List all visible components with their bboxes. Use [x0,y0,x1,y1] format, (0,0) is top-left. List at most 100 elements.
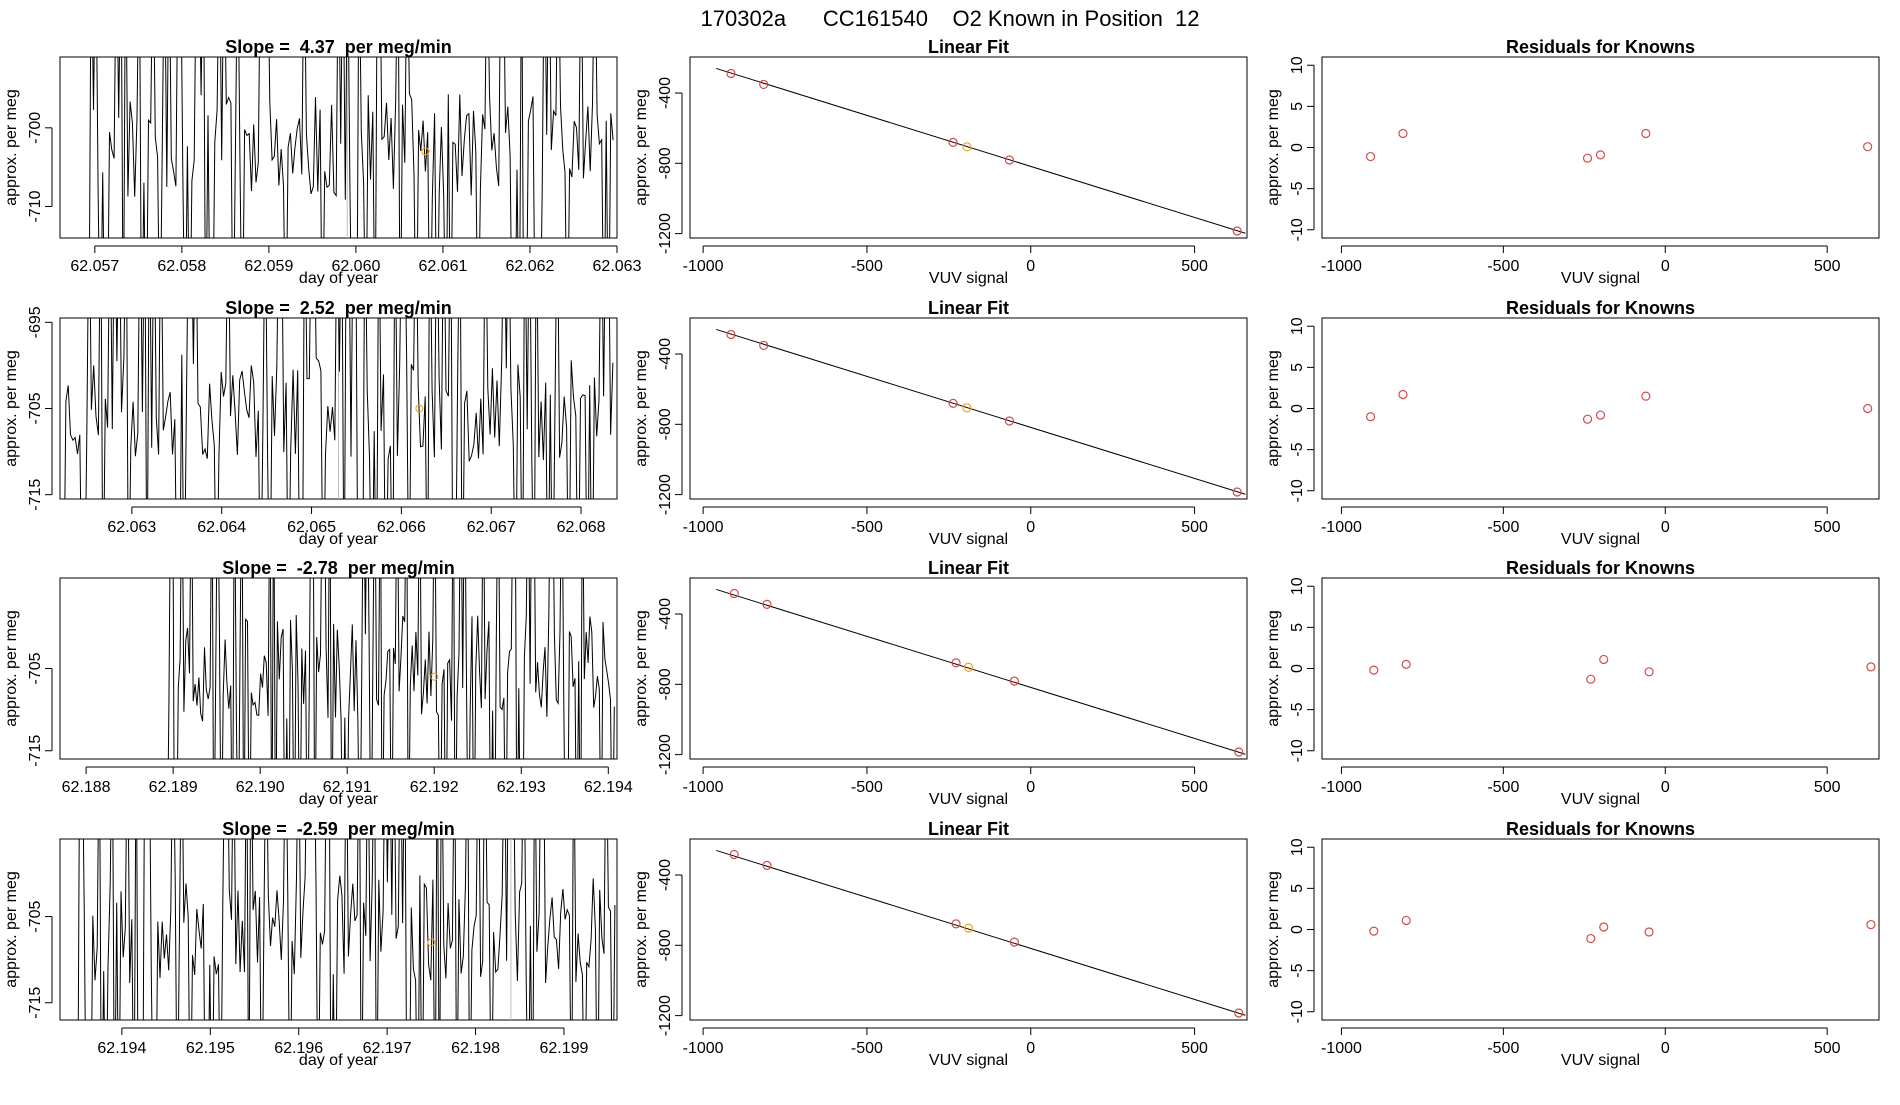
data-point [759,79,769,90]
data-point [729,588,739,599]
x-axis-label: VUV signal [1561,531,1640,548]
chart-panel: Residuals for Knowns -1000 -500 0 500 VUV sig… [1265,819,1880,1069]
x-axis-label: day of year [299,791,379,808]
x-tick-label: 500 [1181,519,1208,536]
y-tick-label: -400 [657,859,674,891]
data-point [1866,662,1876,672]
x-axis-label: VUV signal [929,531,1008,548]
x-tick-label: 62.198 [451,1040,500,1057]
fit-line [716,328,1246,495]
y-tick-label: 5 [1289,884,1306,893]
data-point [1641,391,1651,401]
chart-title: Residuals for Knowns [1506,298,1695,318]
y-axis-label: approx. per meg [3,350,20,467]
series-line [167,578,615,759]
chart-title: Slope = 4.37 per meg/min [225,37,452,57]
x-tick-label: 500 [1181,779,1208,796]
chart-panel: Residuals for Knowns -1000 -500 0 500 VUV sig… [1265,298,1880,548]
y-tick-label: 5 [1289,623,1306,632]
x-tick-label: -1000 [1321,258,1362,275]
chart-title: Residuals for Knowns [1506,37,1695,57]
y-tick-label: -10 [1289,739,1306,762]
y-tick-label: -10 [1289,218,1306,241]
chart-panel: Linear Fit -1000 -500 0 500 VUV signal -400 -80… [633,37,1248,287]
data-point [1863,142,1873,152]
x-axis-label: VUV signal [929,791,1008,808]
y-axis-label: approx. per meg [1265,610,1282,727]
y-tick-label: -1200 [657,995,674,1036]
data-point [1586,674,1596,684]
x-tick-label: 62.196 [274,1040,323,1057]
data-point [1365,412,1376,422]
data-point [762,599,772,609]
y-axis-label: approx. per meg [3,871,20,988]
x-tick-label: 500 [1181,1040,1208,1057]
data-point [1398,128,1408,139]
sample-point [962,142,972,152]
data-point [1866,919,1876,930]
y-tick-label: -705 [27,900,44,932]
x-tick-label: -500 [1487,258,1519,275]
data-point [759,340,769,351]
y-tick-label: -1200 [657,734,674,775]
x-tick-label: 62.193 [497,779,546,796]
y-tick-label: -1200 [657,213,674,254]
x-tick-label: 62.062 [506,258,555,275]
x-tick-label: 0 [1661,258,1670,275]
x-tick-label: 62.065 [287,519,336,536]
data-point [1595,150,1606,160]
chart-title: Residuals for Knowns [1506,558,1695,578]
y-tick-label: 5 [1289,363,1306,372]
chart-panel: Linear Fit -1000 -500 0 500 VUV signal -400 -80… [633,298,1248,548]
x-tick-label: 500 [1181,258,1208,275]
sample-point [415,404,424,413]
chart-title: Slope = -2.78 per meg/min [222,558,455,578]
y-axis-label: approx. per meg [3,89,20,206]
fit-line [716,849,1246,1016]
y-tick-label: 0 [1289,664,1306,673]
sample-point [962,403,972,413]
y-tick-label: -5 [1289,442,1306,456]
chart-panels: Slope = 4.37 per meg/min 62.057 62.058 62.0… [3,37,1880,1069]
series-line [77,839,616,1020]
chart-title: Slope = -2.59 per meg/min [222,819,455,839]
fit-line [716,67,1246,234]
data-point [948,137,958,148]
data-point [1232,226,1242,236]
chart-title: Slope = 2.52 per meg/min [225,298,452,318]
data-point [951,658,961,668]
y-axis-label: approx. per meg [3,610,20,727]
x-tick-label: 62.199 [539,1040,588,1057]
x-axis-label: VUV signal [1561,791,1640,808]
data-point [726,329,736,340]
data-point [948,398,958,409]
x-tick-label: 62.067 [467,519,516,536]
x-tick-label: 0 [1026,1040,1035,1057]
x-tick-label: 500 [1814,519,1841,536]
sample-point [421,147,430,156]
y-tick-label: -10 [1289,479,1306,502]
y-tick-label: 10 [1289,577,1306,595]
y-tick-label: 0 [1289,404,1306,413]
x-tick-label: 62.058 [157,258,206,275]
x-tick-label: 62.068 [557,519,606,536]
x-tick-label: 0 [1661,779,1670,796]
x-tick-label: 0 [1661,1040,1670,1057]
plot-frame [1321,56,1880,239]
x-tick-label: -500 [851,1040,883,1057]
y-axis-label: approx. per meg [633,89,650,206]
x-tick-label: 0 [1026,519,1035,536]
data-point [1234,1008,1244,1018]
x-axis-label: day of year [299,270,379,287]
y-tick-label: -5 [1289,963,1306,977]
y-tick-label: -800 [657,929,674,961]
data-point [1599,654,1609,665]
chart-panel: Slope = 2.52 per meg/min 62.063 62.064 62.0… [3,298,618,548]
y-tick-label: 5 [1289,102,1306,111]
data-point [1599,922,1609,932]
data-point [1369,926,1379,936]
y-axis-label: approx. per meg [633,871,650,988]
plot-frame [689,56,1248,239]
